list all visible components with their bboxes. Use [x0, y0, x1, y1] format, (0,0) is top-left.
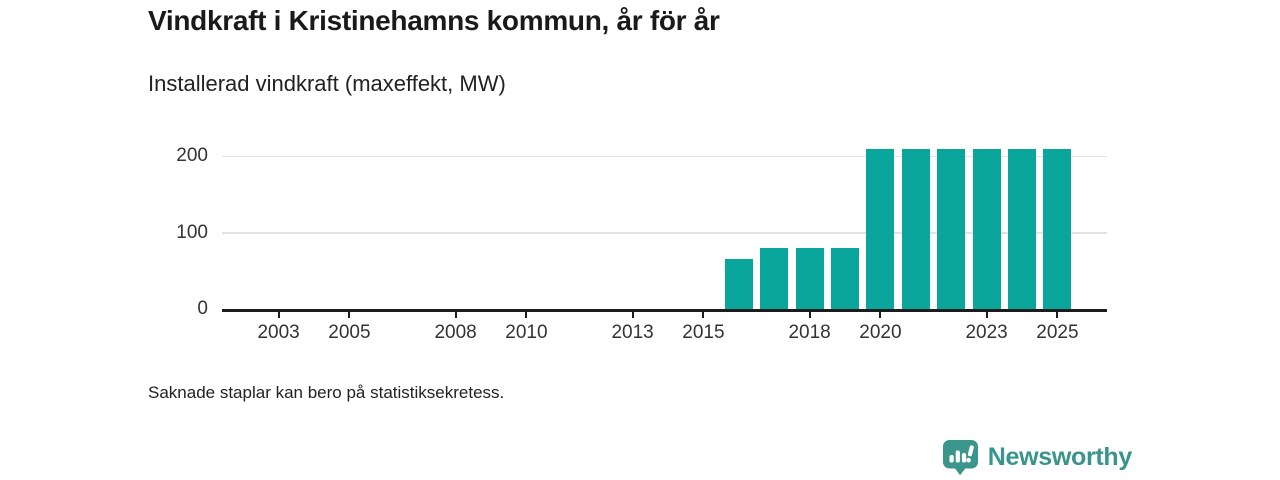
- bar-chart-plot-area: [222, 141, 1107, 318]
- x-tick-2003: [277, 312, 280, 318]
- x-axis-labels: 2003 2005 2008 2010 2013 2015 2018 2020 2023 2025: [222, 320, 1107, 348]
- x-tick-2023: [985, 312, 988, 318]
- bar-2022: [937, 148, 966, 309]
- x-tick-2020: [879, 312, 882, 318]
- bar-2025: [1043, 148, 1072, 309]
- y-tick-label-0: 0: [197, 298, 208, 319]
- x-tick-label-2023: 2023: [965, 322, 1008, 343]
- x-tick-label-2005: 2005: [328, 322, 371, 343]
- gridline-200: [222, 155, 1107, 158]
- bar-2018: [795, 247, 824, 309]
- x-tick-2008: [454, 312, 457, 318]
- x-tick-2018: [808, 312, 811, 318]
- bar-2020: [866, 148, 895, 309]
- chart-title: Vindkraft i Kristinehamns kommun, år för…: [148, 5, 720, 36]
- x-tick-label-2018: 2018: [788, 322, 831, 343]
- x-tick-label-2008: 2008: [434, 322, 477, 343]
- newsworthy-bubble-bar-chart-icon: [942, 440, 978, 476]
- y-tick-label-200: 200: [176, 145, 208, 167]
- newsworthy-wordmark: Newsworthy: [987, 443, 1133, 471]
- x-tick-label-2010: 2010: [505, 322, 548, 343]
- bar-2023: [972, 148, 1001, 309]
- x-tick-label-2015: 2015: [682, 322, 725, 343]
- bar-2019: [831, 247, 860, 309]
- gridline-100: [222, 232, 1107, 234]
- newsworthy-logo: Newsworthy: [941, 439, 1132, 476]
- x-tick-label-2025: 2025: [1036, 322, 1079, 343]
- footnote: Saknade staplar kan bero på statistiksek…: [148, 383, 505, 402]
- x-tick-2015: [702, 312, 705, 318]
- y-axis-labels: 0 100 200: [140, 0, 208, 480]
- bar-2021: [901, 148, 930, 309]
- x-tick-label-2003: 2003: [257, 322, 300, 343]
- y-tick-label-100: 100: [176, 221, 208, 243]
- x-tick-label-2020: 2020: [859, 322, 902, 343]
- chart-subtitle: Installerad vindkraft (maxeffekt, MW): [148, 71, 506, 96]
- x-tick-2005: [348, 312, 351, 318]
- bar-2017: [760, 247, 789, 309]
- bar-2024: [1008, 148, 1037, 309]
- bar-2016: [724, 259, 753, 309]
- x-tick-2013: [631, 312, 634, 318]
- x-tick-2025: [1056, 312, 1059, 318]
- x-tick-label-2013: 2013: [611, 322, 654, 343]
- x-tick-2010: [525, 312, 528, 318]
